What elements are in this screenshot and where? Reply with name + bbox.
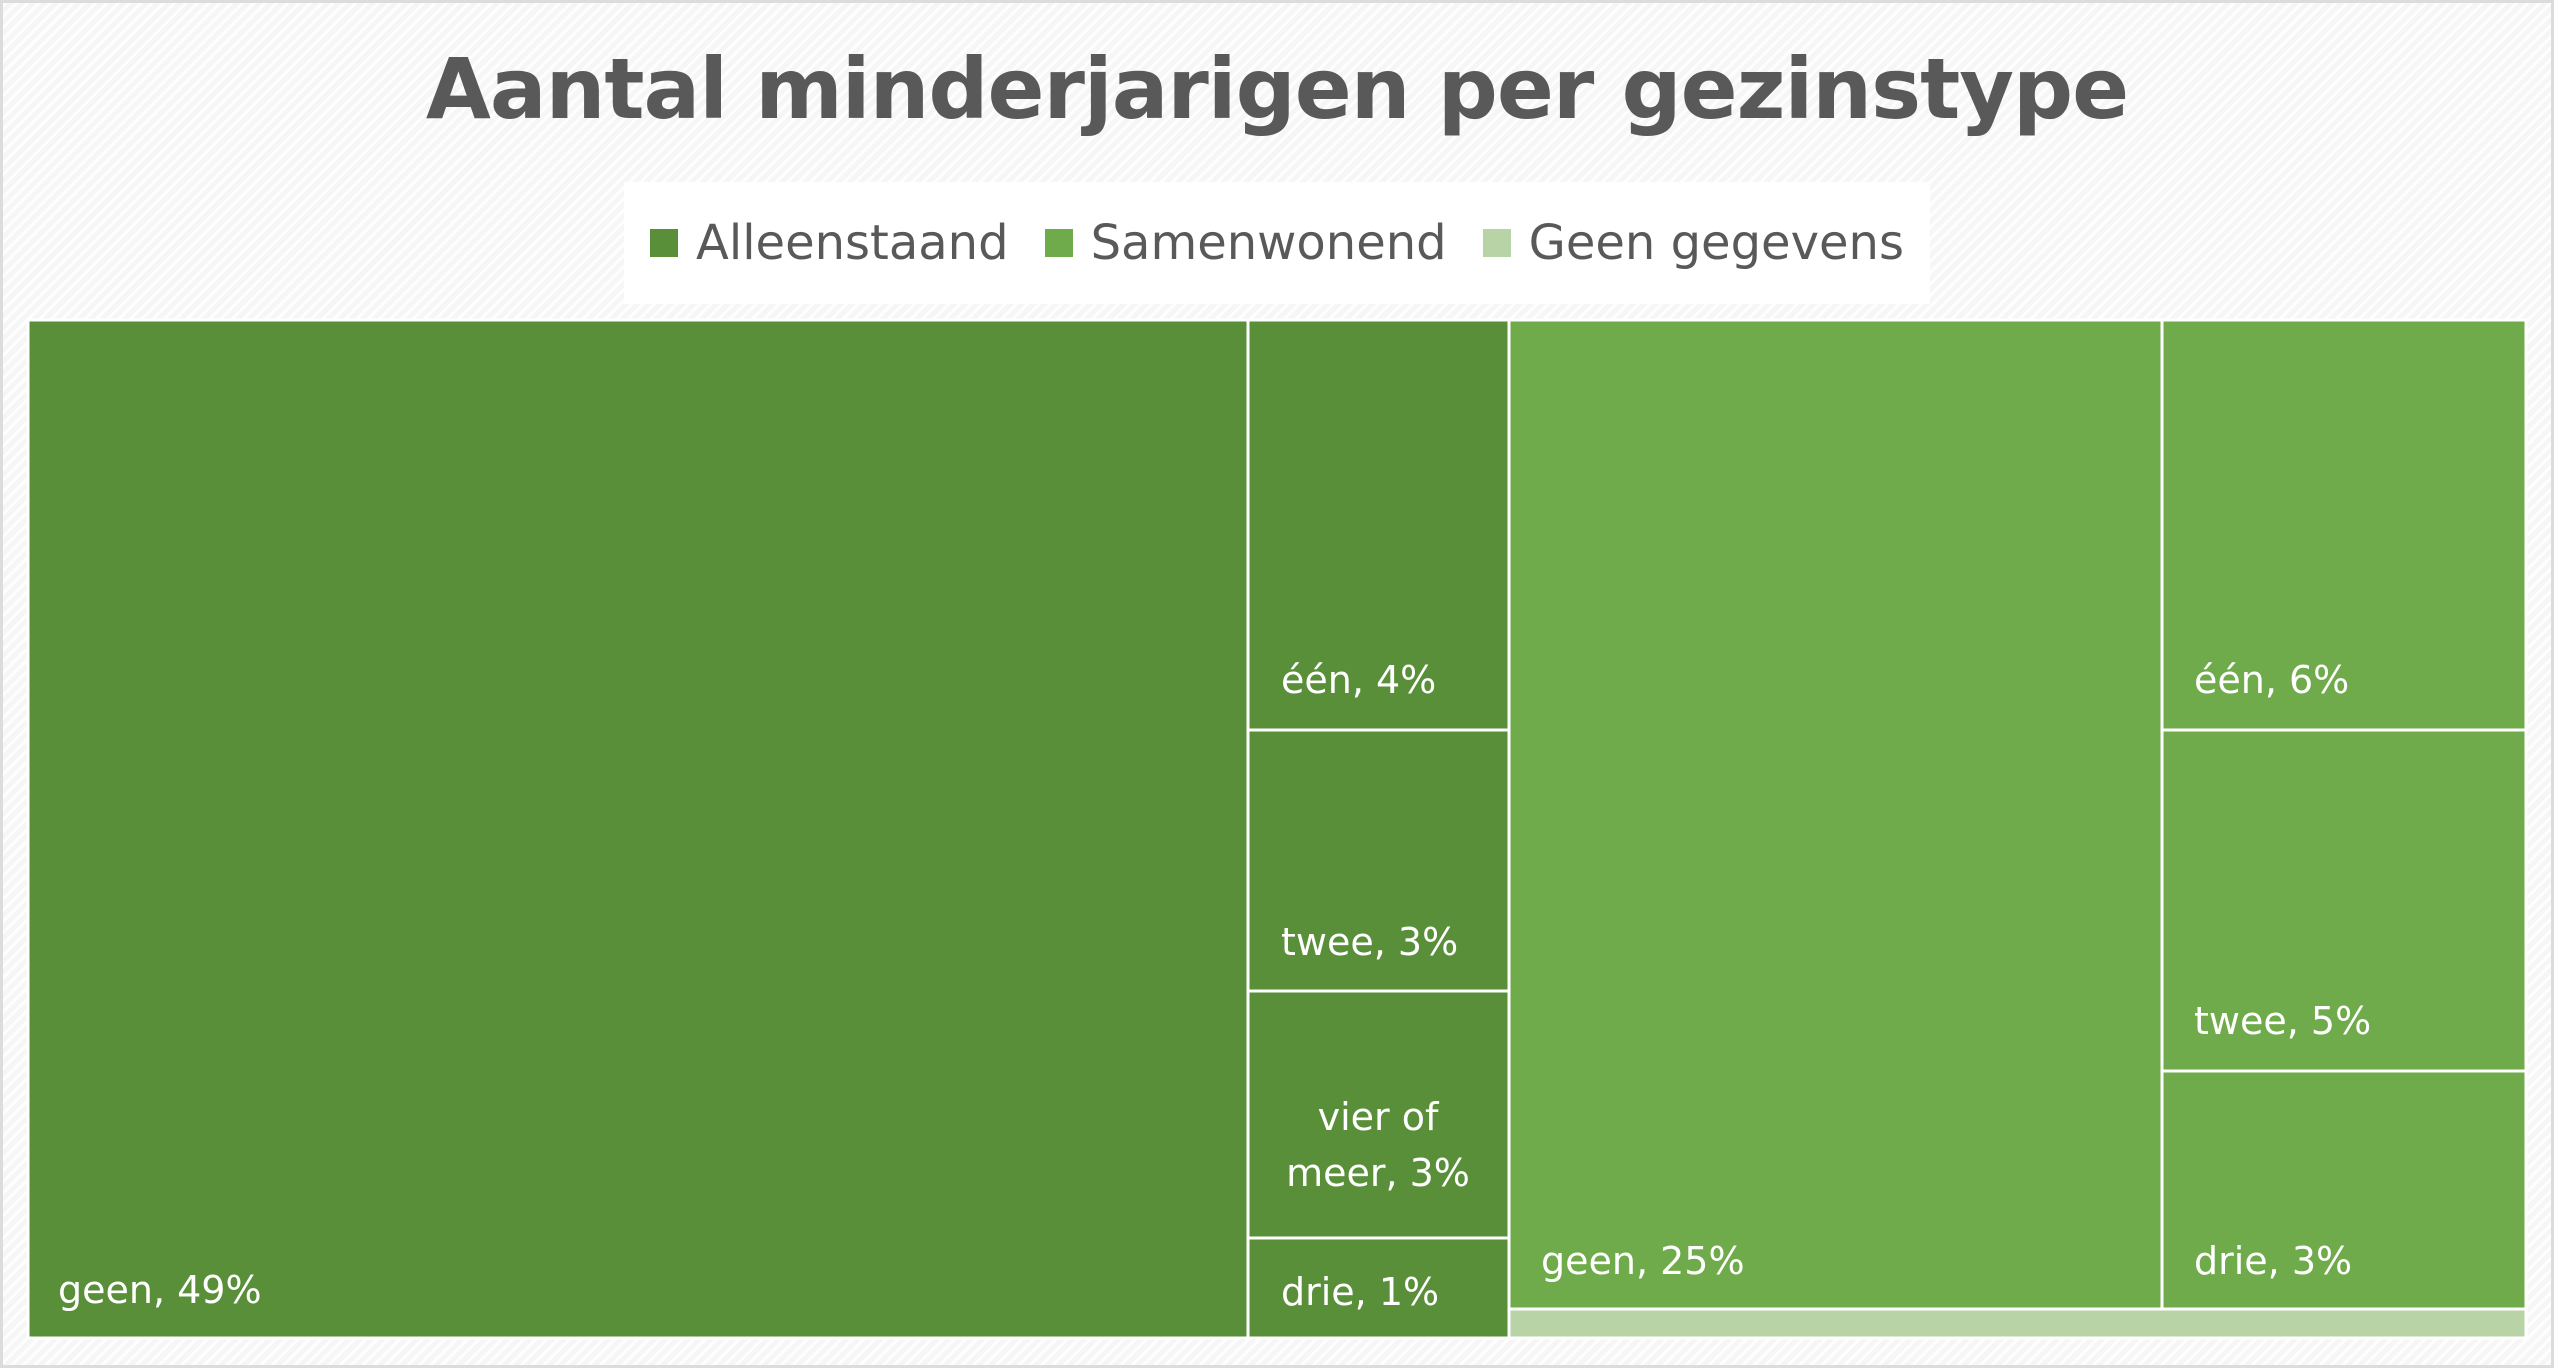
legend-label-alleenstaand: Alleenstaand xyxy=(696,215,1009,271)
legend-label-geen-gegevens: Geen gegevens xyxy=(1528,215,1904,271)
treemap-tile-samenwonend-drie[interactable] xyxy=(2160,1069,2528,1311)
treemap-label-alleenstaand-n: één, 4% xyxy=(1281,658,1436,702)
treemap-tile-alleenstaand-geen[interactable] xyxy=(26,318,1250,1340)
treemap-label-samenwonend-n: één, 6% xyxy=(2194,658,2349,702)
treemap-tile-samenwonend-twee[interactable] xyxy=(2160,728,2528,1073)
legend-swatch-geen-gegevens xyxy=(1482,229,1511,257)
legend-swatch-samenwonend xyxy=(1044,229,1073,257)
treemap-label-samenwonend-drie: drie, 3% xyxy=(2194,1239,2352,1283)
legend-label-samenwonend: Samenwonend xyxy=(1090,215,1447,271)
treemap-label-alleenstaand-vier-of-meer: vier of meer, 3% xyxy=(1286,1095,1470,1195)
chart-title: Aantal minderjarigen per gezinstype xyxy=(425,40,2129,138)
treemap-tile-alleenstaand-twee[interactable] xyxy=(1246,728,1511,993)
treemap-tile-samenwonend-geen[interactable] xyxy=(1507,318,2164,1311)
chart-legend: Alleenstaand Samenwonend Geen gegevens xyxy=(624,182,1930,304)
treemap-label-alleenstaand-twee: twee, 3% xyxy=(1281,920,1458,964)
treemap-tile-alleenstaand-drie[interactable] xyxy=(1246,1236,1511,1340)
treemap-label-samenwonend-geen: geen, 25% xyxy=(1541,1239,1745,1283)
legend-swatch-alleenstaand xyxy=(650,229,679,257)
legend-item-alleenstaand[interactable]: Alleenstaand xyxy=(650,215,1009,271)
legend-item-geen-gegevens[interactable]: Geen gegevens xyxy=(1482,215,1904,271)
treemap-label-alleenstaand-drie: drie, 1% xyxy=(1281,1270,1439,1314)
treemap-tile-geen-gegevens-tile[interactable] xyxy=(1507,1307,2528,1340)
treemap-tile-alleenstaand-n[interactable] xyxy=(1246,318,1511,732)
treemap-label-alleenstaand-geen: geen, 49% xyxy=(58,1268,262,1312)
treemap-tile-alleenstaand-vier-of-meer[interactable] xyxy=(1246,989,1511,1240)
treemap-tile-samenwonend-n[interactable] xyxy=(2160,318,2528,732)
treemap-label-samenwonend-twee: twee, 5% xyxy=(2194,999,2371,1043)
legend-item-samenwonend[interactable]: Samenwonend xyxy=(1044,215,1447,271)
